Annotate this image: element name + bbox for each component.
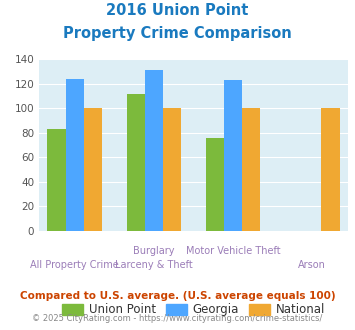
Text: 2016 Union Point: 2016 Union Point bbox=[106, 3, 249, 18]
Bar bbox=[321, 109, 340, 231]
Bar bbox=[224, 80, 242, 231]
Bar bbox=[145, 70, 163, 231]
Legend: Union Point, Georgia, National: Union Point, Georgia, National bbox=[57, 299, 330, 321]
Text: Property Crime Comparison: Property Crime Comparison bbox=[63, 26, 292, 41]
Bar bbox=[66, 79, 84, 231]
Bar bbox=[163, 109, 181, 231]
Text: Motor Vehicle Theft: Motor Vehicle Theft bbox=[186, 246, 280, 256]
Bar bbox=[84, 109, 102, 231]
Text: Larceny & Theft: Larceny & Theft bbox=[115, 260, 193, 270]
Bar bbox=[242, 109, 261, 231]
Text: All Property Crime: All Property Crime bbox=[30, 260, 119, 270]
Bar bbox=[206, 138, 224, 231]
Bar bbox=[126, 94, 145, 231]
Text: © 2025 CityRating.com - https://www.cityrating.com/crime-statistics/: © 2025 CityRating.com - https://www.city… bbox=[32, 314, 323, 323]
Text: Compared to U.S. average. (U.S. average equals 100): Compared to U.S. average. (U.S. average … bbox=[20, 291, 335, 301]
Text: Arson: Arson bbox=[298, 260, 326, 270]
Bar bbox=[47, 129, 66, 231]
Text: Burglary: Burglary bbox=[133, 246, 175, 256]
